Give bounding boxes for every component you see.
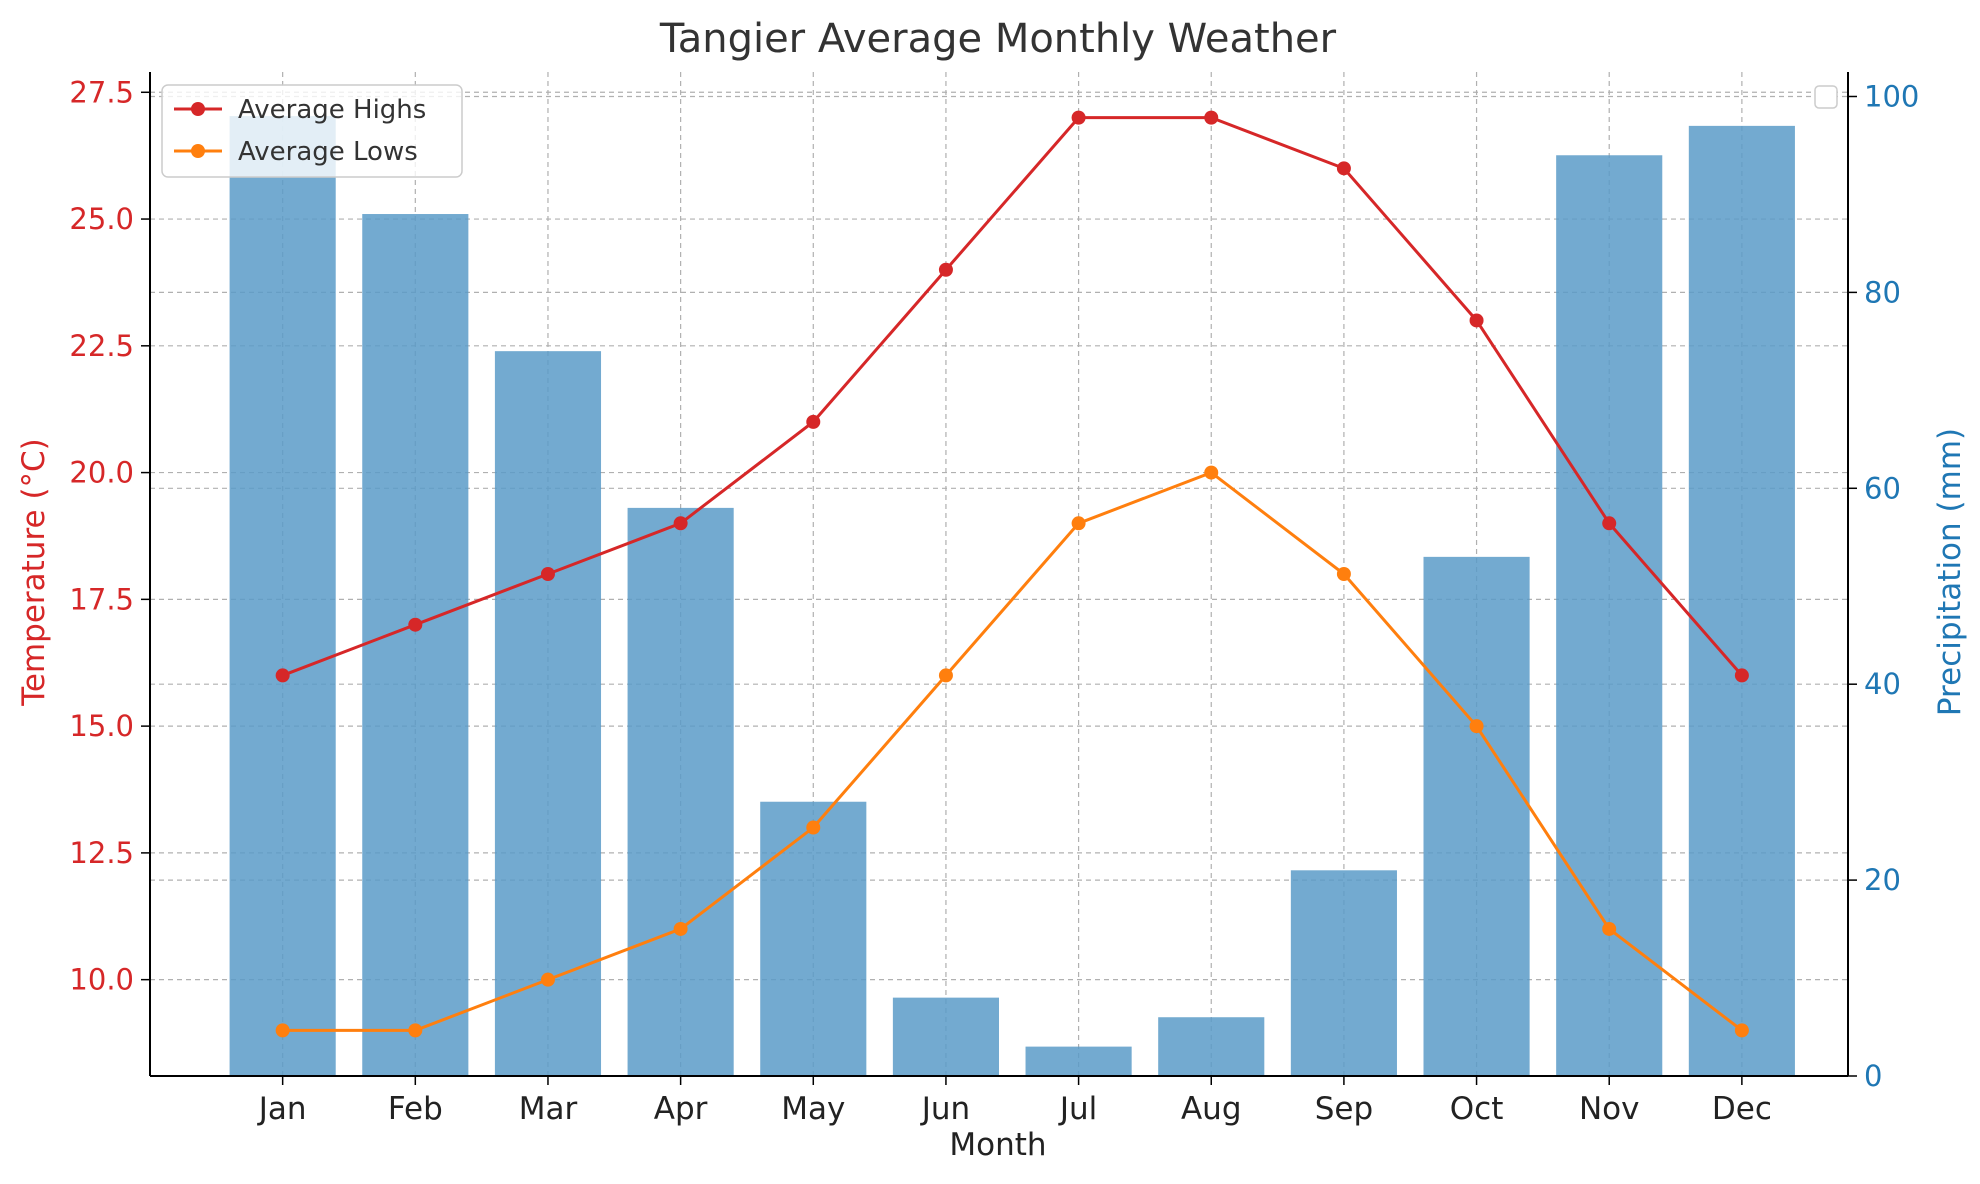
right-y-axis-label: Precipitation (mm) — [1932, 428, 1968, 716]
x-tick-label: Nov — [1579, 1091, 1640, 1127]
left-tick-label: 17.5 — [69, 582, 134, 616]
left-tick-label: 15.0 — [69, 709, 134, 743]
average-lows-point-sep — [1336, 567, 1351, 581]
x-tick-label: Dec — [1712, 1091, 1772, 1127]
right-tick-label: 60 — [1864, 471, 1901, 505]
left-tick-label: 25.0 — [69, 202, 134, 236]
right-tick-label: 0 — [1864, 1059, 1882, 1093]
x-axis-label: Month — [949, 1127, 1046, 1163]
x-tick-label: Mar — [519, 1091, 578, 1127]
right-tick-label: 100 — [1864, 79, 1919, 113]
precipitation-bar-apr — [627, 507, 734, 1076]
average-highs-point-feb — [408, 617, 423, 632]
left-tick-label: 20.0 — [69, 456, 134, 490]
axes: 10.0 12.5 15.0 17.5 20.0 22.5 25.0 27.5 0 20 40 60 8… — [69, 72, 1919, 1127]
precipitation-bar-may — [760, 801, 867, 1076]
precipitation-bar-jun — [892, 997, 999, 1076]
average-highs-point-sep — [1336, 161, 1351, 176]
average-lows-point-apr — [673, 921, 688, 936]
right-tick-label: 20 — [1864, 863, 1901, 897]
average-lows-line — [282, 470, 1743, 1032]
average-highs-point-may — [806, 414, 821, 429]
average-lows-legend-label: Average Lows — [238, 137, 418, 167]
average-lows-point-feb — [408, 1023, 423, 1038]
left-tick-label: 22.5 — [69, 329, 134, 363]
x-tick-label: Feb — [388, 1091, 443, 1127]
right-tick-label: 80 — [1864, 275, 1901, 309]
legend: Average Highs Average Lows — [161, 84, 1838, 178]
x-tick-label: Aug — [1181, 1091, 1242, 1127]
chart-title: Tangier Average Monthly Weather — [659, 16, 1337, 62]
x-tick-label: Sep — [1315, 1091, 1373, 1127]
average-highs-point-mar — [540, 567, 555, 581]
average-lows-point-oct — [1469, 719, 1484, 734]
average-highs-point-jul — [1071, 110, 1086, 125]
average-lows-point-dec — [1734, 1023, 1749, 1038]
average-lows-point-mar — [540, 972, 555, 987]
left-tick-label: 10.0 — [69, 963, 134, 997]
left-tick-label: 27.5 — [69, 75, 134, 109]
average-lows-point-aug — [1204, 465, 1219, 480]
average-highs-point-dec — [1734, 668, 1749, 683]
average-lows-point-nov — [1602, 921, 1617, 936]
average-lows-point-jan — [275, 1023, 290, 1038]
average-lows-point-may — [806, 820, 821, 835]
precipitation-bar-jul — [1025, 1046, 1132, 1076]
temperature-lines — [275, 110, 1749, 1038]
secondary-legend-box — [1814, 85, 1838, 109]
average-highs-point-jun — [938, 262, 953, 277]
average-lows-point-jul — [1071, 516, 1086, 531]
precipitation-bars — [229, 116, 1795, 1076]
average-highs-line — [282, 116, 1744, 677]
average-highs-point-apr — [673, 516, 688, 531]
average-highs-legend-label: Average Highs — [238, 95, 426, 125]
average-highs-point-aug — [1204, 110, 1219, 125]
average-lows-point-jun — [938, 668, 953, 683]
precipitation-bar-sep — [1290, 870, 1397, 1076]
x-tick-label: Apr — [654, 1091, 708, 1127]
average-highs-point-oct — [1469, 313, 1484, 328]
x-tick-label: Jun — [920, 1091, 970, 1127]
precipitation-bar-dec — [1688, 125, 1795, 1076]
precipitation-bar-nov — [1556, 155, 1663, 1076]
precipitation-bar-feb — [362, 214, 469, 1076]
average-highs-legend-marker — [191, 102, 205, 116]
average-highs-point-jan — [275, 668, 290, 683]
x-tick-label: Jul — [1058, 1091, 1097, 1127]
x-tick-label: Jan — [257, 1091, 307, 1127]
precipitation-bar-mar — [494, 351, 602, 1076]
average-highs-point-nov — [1602, 516, 1617, 531]
left-tick-label: 12.5 — [69, 836, 134, 870]
legend-frame — [161, 84, 463, 178]
x-tick-label: May — [781, 1091, 845, 1127]
x-tick-label: Oct — [1450, 1091, 1504, 1127]
precipitation-bar-jan — [229, 116, 336, 1076]
left-y-axis-label: Temperature (°C) — [16, 438, 52, 707]
right-tick-label: 40 — [1864, 667, 1901, 701]
average-lows-legend-marker — [191, 144, 205, 158]
precipitation-bar-aug — [1158, 1017, 1265, 1076]
precipitation-bar-oct — [1423, 556, 1530, 1076]
